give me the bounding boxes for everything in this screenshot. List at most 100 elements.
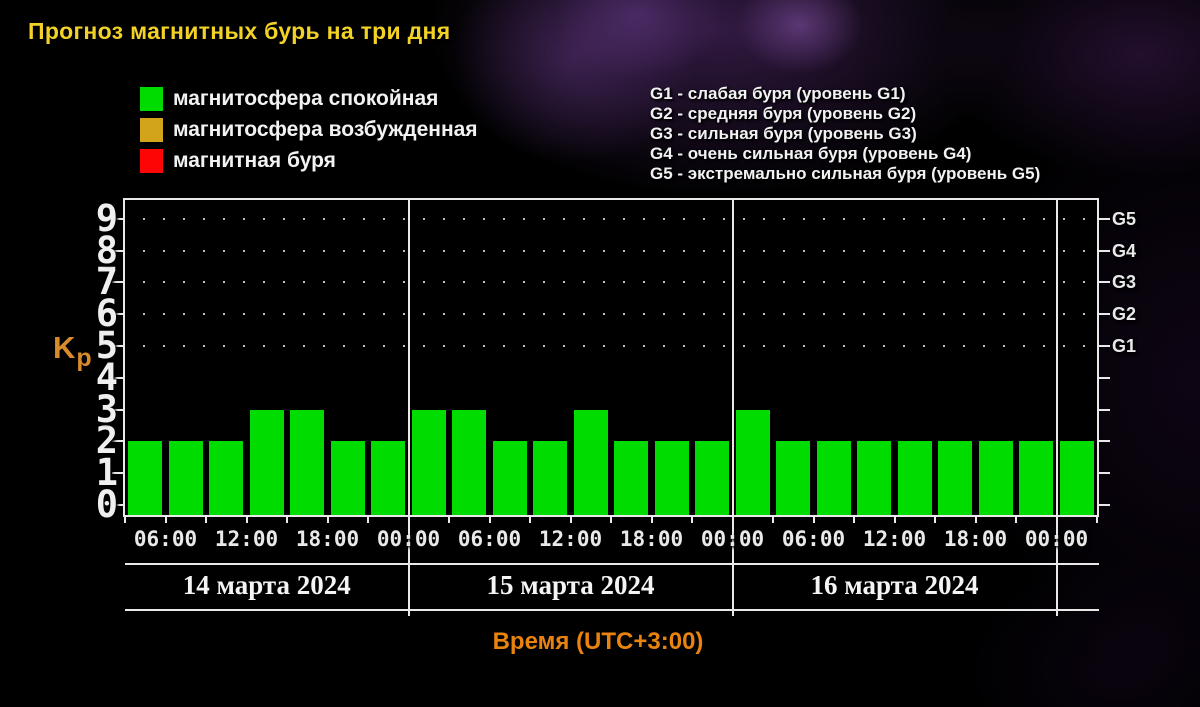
legend-label-storm: магнитная буря (173, 149, 336, 172)
midnight-tick-divider (1055, 515, 1058, 616)
legend-label-quiet: магнитосфера спокойная (173, 87, 439, 110)
x-axis-tick (1096, 515, 1098, 523)
x-axis-tick (529, 515, 531, 523)
x-axis-time-label: 00:00 (1024, 527, 1089, 551)
y-axis-tick-7 (112, 281, 125, 284)
y-axis-tick-5 (112, 345, 125, 347)
legend-row-storm: магнитная буря (140, 149, 478, 173)
date-band-top-line (125, 563, 1099, 565)
date-label-day-2: 15 марта 2024 (486, 570, 655, 600)
y-axis-tick-2 (112, 440, 125, 443)
y-axis-label-0: 0 (95, 483, 118, 526)
kp-label-letter: K (53, 330, 76, 365)
y-axis-label-8: 8 (95, 228, 118, 272)
y-axis-tick-8 (112, 249, 125, 252)
kp-bar (492, 441, 527, 515)
kp-bar (128, 441, 162, 515)
y-axis-title-kp: Kp (53, 330, 92, 372)
dotted-gridline-kp8 (125, 249, 1097, 252)
y-axis-tick-3 (112, 408, 125, 411)
kp-bar (533, 441, 567, 515)
date-band-bottom-line (125, 609, 1099, 611)
right-axis-tick-7 (1099, 281, 1110, 284)
kp-bar (978, 441, 1013, 515)
g-level-line-3: G3 - сильная буря (уровень G3) (650, 124, 917, 143)
right-axis-tick-4 (1099, 376, 1110, 379)
dotted-gridline-kp6 (125, 313, 1097, 316)
right-axis-tick-0 (1099, 504, 1110, 506)
x-axis-tick (812, 515, 815, 523)
x-axis-tick (245, 515, 248, 523)
day-boundary-line-3 (1055, 200, 1058, 515)
x-axis-tick (164, 515, 167, 523)
kp-bar (209, 441, 243, 515)
kp-bar (330, 441, 365, 515)
dotted-gridline-kp5 (125, 345, 1097, 347)
x-axis-tick (853, 515, 855, 523)
y-axis-tick-0 (112, 504, 125, 506)
midnight-tick-divider (731, 515, 734, 616)
kp-bar (816, 441, 851, 515)
x-axis-tick (205, 515, 207, 523)
kp-bar (573, 409, 608, 515)
right-axis-label-G3: G3 (1112, 272, 1137, 293)
y-axis-label-7: 7 (95, 260, 118, 304)
x-axis-time-label: 12:00 (538, 527, 603, 551)
x-axis-time-label: 18:00 (295, 527, 360, 551)
midnight-tick-divider (407, 515, 410, 616)
x-axis-tick (367, 515, 369, 523)
date-label-day-1: 14 марта 2024 (182, 570, 351, 600)
y-axis-label-1: 1 (95, 451, 118, 495)
x-axis-tick (286, 515, 288, 523)
x-axis-time-label: 12:00 (862, 527, 927, 551)
x-axis-time-label: 00:00 (700, 527, 765, 551)
dotted-gridline-kp7 (125, 281, 1097, 284)
y-axis-label-3: 3 (95, 387, 118, 431)
x-axis-tick (691, 515, 693, 523)
kp-color-legend: магнитосфера спокойная магнитосфера возбу… (140, 87, 478, 173)
x-axis-title: Время (UTC+3:00) (492, 628, 704, 655)
x-axis-time-label: 18:00 (619, 527, 684, 551)
x-axis-time-label: 06:00 (457, 527, 522, 551)
kp-bar (776, 441, 810, 515)
right-axis-tick-9 (1099, 217, 1110, 220)
x-axis-tick (448, 515, 450, 523)
x-axis-tick (650, 515, 653, 523)
kp-bar (897, 441, 932, 515)
x-axis-tick (1015, 515, 1017, 523)
x-axis-tick (772, 515, 774, 523)
g-level-line-5: G5 - экстремально сильная буря (уровень … (650, 164, 1041, 183)
page-title: Прогноз магнитных бурь на три дня (28, 18, 451, 44)
legend-row-excited: магнитосфера возбужденная (140, 118, 478, 142)
x-axis-time-label: 06:00 (133, 527, 198, 551)
kp-bar (1059, 441, 1094, 515)
y-axis-tick-6 (112, 313, 125, 316)
day-boundary-line-1 (407, 200, 410, 515)
x-axis-tick (893, 515, 896, 523)
x-axis-tick (124, 515, 126, 523)
y-axis-label-5: 5 (95, 324, 118, 367)
kp-bar-chart-plot-area (123, 198, 1099, 517)
dotted-gridline-kp9 (125, 217, 1097, 220)
right-axis-tick-8 (1099, 249, 1110, 252)
kp-bar (452, 409, 486, 515)
y-axis-tick-9 (112, 217, 125, 220)
x-axis-tick (934, 515, 936, 523)
y-axis-tick-4 (112, 376, 125, 379)
x-axis-time-label: 12:00 (214, 527, 279, 551)
kp-bar (654, 441, 689, 515)
date-label-day-3: 16 марта 2024 (810, 570, 979, 600)
x-axis-time-label: 18:00 (943, 527, 1008, 551)
right-axis-tick-1 (1099, 472, 1110, 475)
y-axis-label-4: 4 (95, 355, 118, 399)
right-axis-tick-6 (1099, 313, 1110, 316)
storm-color-swatch (140, 149, 163, 173)
x-axis-tick (610, 515, 612, 523)
y-axis-label-2: 2 (95, 419, 118, 463)
x-axis-tick (488, 515, 491, 523)
legend-row-quiet: магнитосфера спокойная (140, 87, 478, 111)
quiet-color-swatch (140, 87, 163, 111)
right-axis-label-G5: G5 (1112, 208, 1137, 229)
kp-label-subscript: p (76, 344, 92, 372)
legend-label-excited: магнитосфера возбужденная (173, 118, 478, 141)
